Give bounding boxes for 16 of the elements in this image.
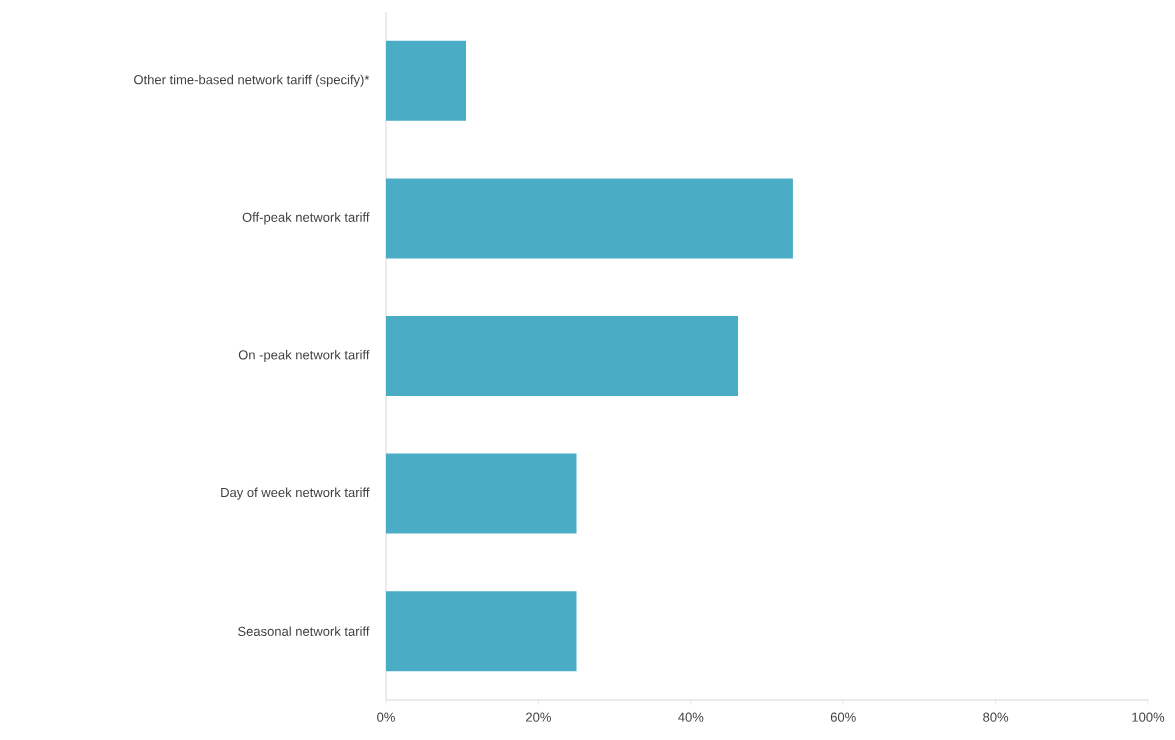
bar [386, 453, 577, 534]
bar [386, 591, 577, 672]
y-tick-label: Seasonal network tariff [238, 626, 370, 636]
bar [386, 40, 467, 121]
bar [386, 316, 739, 397]
x-tick-label: 100% [1132, 712, 1165, 722]
y-tick-label: Off-peak network tariff [242, 212, 370, 225]
x-tick-label: 20% [526, 712, 551, 722]
x-tick-label: 0% [377, 712, 395, 722]
bar [386, 178, 793, 259]
y-tick-label: Day of week network tariff [221, 487, 370, 500]
x-tick-label: 80% [983, 712, 1009, 722]
x-tick-label: 60% [830, 712, 856, 722]
y-tick-label: Other time-based network tariff (specify)* [134, 74, 370, 87]
y-tick-label: On -peak network tariff [238, 349, 370, 363]
x-tick-label: 40% [678, 712, 704, 722]
